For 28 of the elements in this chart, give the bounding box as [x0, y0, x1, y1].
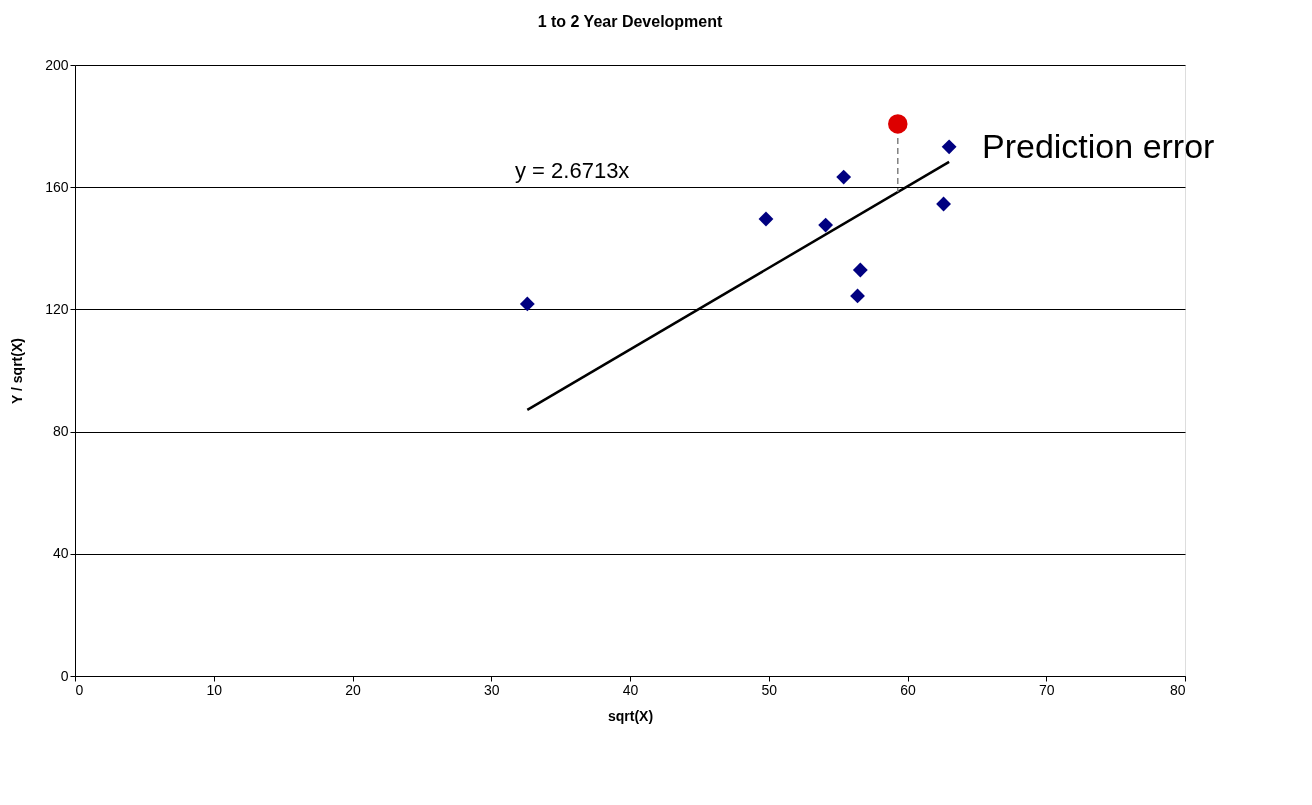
- point: [519, 296, 535, 312]
- y-axis-title: Y / sqrt(X): [9, 338, 26, 404]
- point: [852, 262, 868, 278]
- point: [850, 288, 865, 304]
- x-tick-label: 70: [1038, 681, 1055, 698]
- point: [836, 169, 852, 185]
- chart-title: 1 to 2 Year Development: [537, 13, 724, 30]
- point: [758, 211, 774, 227]
- annotation: Prediction error: [982, 127, 1215, 165]
- x-tick-label: 40: [622, 681, 639, 698]
- x-tick-label: 30: [483, 681, 500, 698]
- point: [941, 139, 957, 155]
- point: [888, 114, 908, 134]
- y-tick-label: 120: [45, 300, 69, 317]
- x-axis-title: sqrt(X): [607, 707, 654, 724]
- x-tick-label: 50: [761, 681, 778, 698]
- x-tick-label: 0: [75, 681, 84, 698]
- y-tick-label: 0: [60, 667, 69, 684]
- point: [818, 217, 834, 233]
- y-tick-label: 160: [45, 178, 69, 195]
- y-tick-label: 200: [45, 56, 69, 73]
- x-tick-label: 60: [900, 681, 916, 698]
- y-tick-label: 80: [52, 423, 69, 440]
- y-tick-label: 40: [52, 545, 69, 562]
- x-tick-label: 20: [345, 681, 361, 698]
- x-tick-label: 10: [206, 681, 223, 698]
- x-tick-label: 80: [1169, 681, 1186, 698]
- annotation: y = 2.6713x: [515, 158, 630, 183]
